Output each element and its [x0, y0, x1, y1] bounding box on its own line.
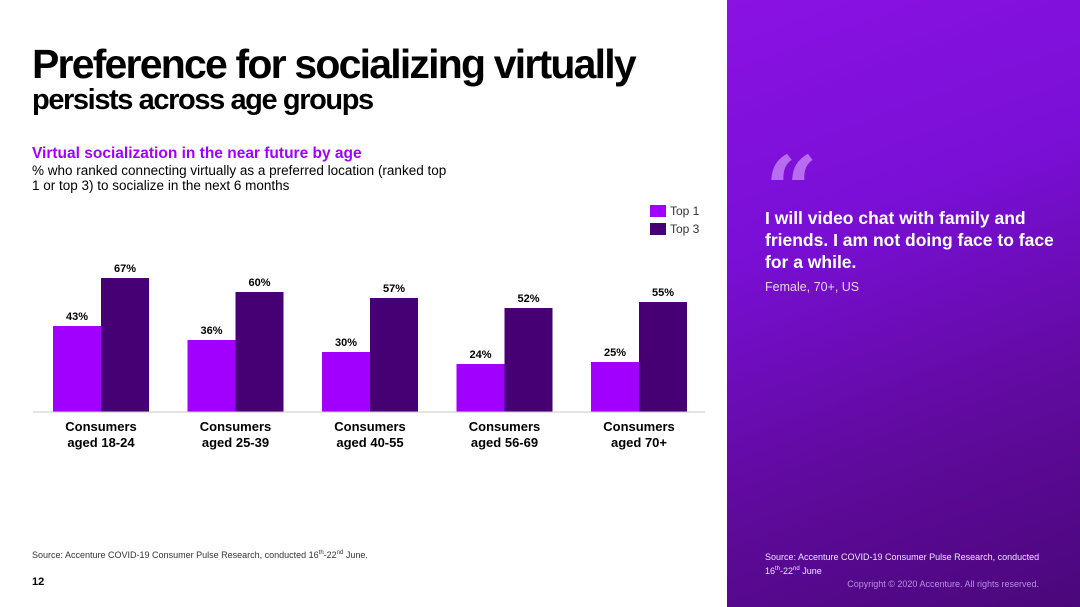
data-label-top-1-4: 24% — [469, 349, 491, 361]
page-number: 12 — [32, 576, 45, 588]
chart-subtitle: % who ranked connecting virtually as a p… — [32, 163, 447, 193]
bar-top-3-3 — [370, 298, 418, 412]
bar-top-1-5 — [591, 362, 639, 412]
bar-top-1-4 — [456, 364, 505, 412]
category-label-3-line-2: aged 40-55 — [336, 435, 403, 450]
category-label-4-line-2: aged 56-69 — [471, 435, 538, 450]
copyright-text: Copyright © 2020 Accenture. All rights r… — [847, 579, 1039, 589]
category-label-3-line-1: Consumers — [334, 419, 406, 434]
chart-title: Virtual socialization in the near future… — [32, 145, 362, 162]
data-label-top-1-5: 25% — [604, 347, 626, 359]
category-label-2-line-2: aged 25-39 — [202, 435, 269, 450]
category-label-4-line-1: Consumers — [469, 419, 541, 434]
source-note: Source: Accenture COVID-19 Consumer Puls… — [32, 550, 368, 560]
data-label-top-3-3: 57% — [383, 283, 405, 295]
bar-top-1-1 — [53, 326, 101, 412]
category-label-2-line-1: Consumers — [200, 419, 272, 434]
data-label-top-3-2: 60% — [248, 277, 270, 289]
data-label-top-1-2: 36% — [200, 325, 222, 337]
chart-legend: Top 1 Top 3 — [650, 202, 699, 238]
quote-panel: “ I will video chat with family and frie… — [727, 0, 1080, 607]
bar-top-3-4 — [504, 308, 553, 412]
quote-text: I will video chat with family and friend… — [765, 208, 1054, 272]
legend-item-top1: Top 1 — [650, 202, 699, 220]
category-label-5-line-1: Consumers — [603, 419, 675, 434]
bar-top-3-1 — [101, 278, 149, 412]
bar-top-3-5 — [639, 302, 687, 412]
bar-top-1-3 — [322, 352, 370, 412]
bar-top-3-2 — [235, 292, 284, 412]
page-title: Preference for socializing virtually — [32, 41, 637, 87]
legend-label-top1: Top 1 — [670, 204, 700, 218]
legend-item-top3: Top 3 — [650, 220, 699, 238]
category-label-5-line-2: aged 70+ — [611, 435, 667, 450]
category-label-1-line-2: aged 18-24 — [67, 435, 135, 450]
slide-content: Preference for socializing virtually per… — [32, 41, 705, 588]
page-title-line-2: persists across age groups — [32, 84, 374, 116]
bar-top-1-2 — [187, 340, 236, 412]
legend-swatch-top3 — [650, 223, 666, 235]
quote-mark-icon: “ — [765, 136, 818, 244]
data-label-top-1-3: 30% — [335, 337, 357, 349]
quote-author: Female, 70+, US — [765, 280, 860, 294]
category-label-1-line-1: Consumers — [65, 419, 137, 434]
data-label-top-3-1: 67% — [114, 263, 136, 275]
data-label-top-3-5: 55% — [652, 287, 674, 299]
data-label-top-3-4: 52% — [517, 293, 539, 305]
legend-label-top3: Top 3 — [670, 222, 700, 236]
legend-swatch-top1 — [650, 205, 666, 217]
data-label-top-1-1: 43% — [66, 311, 88, 323]
quote-source-note: Source: Accenture COVID-19 Consumer Puls… — [765, 552, 1040, 576]
